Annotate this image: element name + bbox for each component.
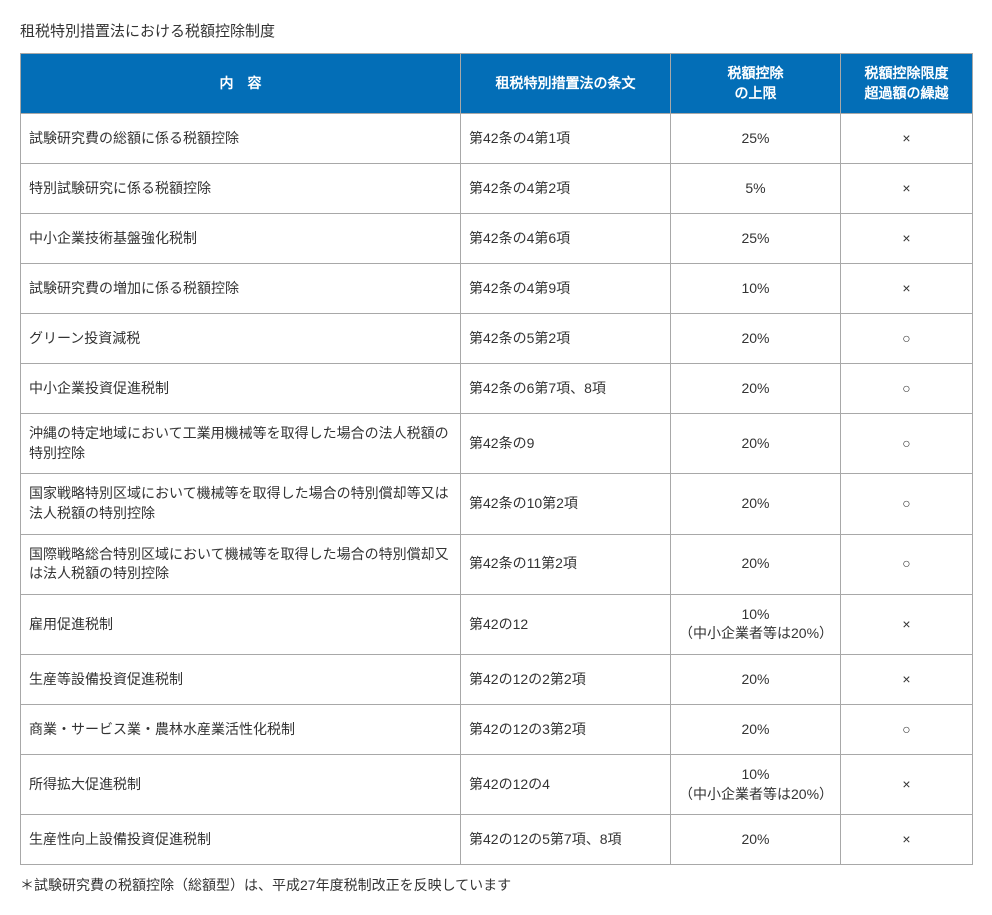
cell-content: 沖縄の特定地域において工業用機械等を取得した場合の法人税額の特別控除 [21, 414, 461, 474]
cell-content: 中小企業投資促進税制 [21, 364, 461, 414]
cell-limit: 5% [671, 164, 841, 214]
table-row: 国家戦略特別区域において機械等を取得した場合の特別償却等又は法人税額の特別控除第… [21, 474, 973, 534]
table-row: 商業・サービス業・農林水産業活性化税制第42の12の3第2項20%○ [21, 704, 973, 754]
table-row: 沖縄の特定地域において工業用機械等を取得した場合の法人税額の特別控除第42条の9… [21, 414, 973, 474]
cell-content: 雇用促進税制 [21, 594, 461, 654]
cell-carryover: ○ [841, 414, 973, 474]
cell-carryover: ○ [841, 314, 973, 364]
cell-limit: 10%（中小企業者等は20%） [671, 754, 841, 814]
cell-content: グリーン投資減税 [21, 314, 461, 364]
cell-article: 第42の12の3第2項 [461, 704, 671, 754]
table-row: 国際戦略総合特別区域において機械等を取得した場合の特別償却又は法人税額の特別控除… [21, 534, 973, 594]
table-row: 雇用促進税制第42の1210%（中小企業者等は20%）× [21, 594, 973, 654]
cell-carryover: × [841, 754, 973, 814]
table-row: 特別試験研究に係る税額控除第42条の4第2項5%× [21, 164, 973, 214]
cell-content: 特別試験研究に係る税額控除 [21, 164, 461, 214]
cell-limit: 20% [671, 815, 841, 865]
cell-carryover: × [841, 594, 973, 654]
col-header-limit: 税額控除の上限 [671, 54, 841, 114]
cell-content: 中小企業技術基盤強化税制 [21, 214, 461, 264]
table-row: 試験研究費の総額に係る税額控除第42条の4第1項25%× [21, 114, 973, 164]
cell-article: 第42条の4第9項 [461, 264, 671, 314]
cell-carryover: × [841, 114, 973, 164]
cell-limit: 20% [671, 474, 841, 534]
col-header-content: 内 容 [21, 54, 461, 114]
cell-carryover: ○ [841, 704, 973, 754]
cell-limit: 25% [671, 214, 841, 264]
cell-limit: 20% [671, 364, 841, 414]
cell-carryover: × [841, 264, 973, 314]
cell-article: 第42条の11第2項 [461, 534, 671, 594]
cell-limit: 10%（中小企業者等は20%） [671, 594, 841, 654]
page-title: 租税特別措置法における税額控除制度 [20, 20, 972, 41]
cell-article: 第42条の4第2項 [461, 164, 671, 214]
cell-carryover: × [841, 214, 973, 264]
cell-limit: 20% [671, 414, 841, 474]
table-row: グリーン投資減税第42条の5第2項20%○ [21, 314, 973, 364]
cell-content: 試験研究費の増加に係る税額控除 [21, 264, 461, 314]
cell-carryover: × [841, 654, 973, 704]
table-row: 試験研究費の増加に係る税額控除第42条の4第9項10%× [21, 264, 973, 314]
cell-carryover: ○ [841, 534, 973, 594]
cell-limit: 25% [671, 114, 841, 164]
cell-content: 試験研究費の総額に係る税額控除 [21, 114, 461, 164]
cell-limit: 10% [671, 264, 841, 314]
table-header-row: 内 容 租税特別措置法の条文 税額控除の上限 税額控除限度超過額の繰越 [21, 54, 973, 114]
cell-limit: 20% [671, 314, 841, 364]
cell-article: 第42の12の4 [461, 754, 671, 814]
cell-article: 第42の12の2第2項 [461, 654, 671, 704]
cell-article: 第42条の9 [461, 414, 671, 474]
cell-carryover: × [841, 164, 973, 214]
cell-limit: 20% [671, 704, 841, 754]
cell-article: 第42条の6第7項、8項 [461, 364, 671, 414]
col-header-article: 租税特別措置法の条文 [461, 54, 671, 114]
table-row: 生産等設備投資促進税制第42の12の2第2項20%× [21, 654, 973, 704]
cell-carryover: ○ [841, 364, 973, 414]
cell-article: 第42の12の5第7項、8項 [461, 815, 671, 865]
table-row: 所得拡大促進税制第42の12の410%（中小企業者等は20%）× [21, 754, 973, 814]
cell-content: 商業・サービス業・農林水産業活性化税制 [21, 704, 461, 754]
cell-article: 第42の12 [461, 594, 671, 654]
table-row: 生産性向上設備投資促進税制第42の12の5第7項、8項20%× [21, 815, 973, 865]
cell-limit: 20% [671, 534, 841, 594]
cell-content: 生産等設備投資促進税制 [21, 654, 461, 704]
cell-content: 生産性向上設備投資促進税制 [21, 815, 461, 865]
cell-content: 国家戦略特別区域において機械等を取得した場合の特別償却等又は法人税額の特別控除 [21, 474, 461, 534]
cell-article: 第42条の5第2項 [461, 314, 671, 364]
cell-limit: 20% [671, 654, 841, 704]
cell-article: 第42条の4第6項 [461, 214, 671, 264]
cell-carryover: × [841, 815, 973, 865]
tax-credit-table: 内 容 租税特別措置法の条文 税額控除の上限 税額控除限度超過額の繰越 試験研究… [20, 53, 973, 865]
cell-content: 所得拡大促進税制 [21, 754, 461, 814]
cell-article: 第42条の4第1項 [461, 114, 671, 164]
table-row: 中小企業技術基盤強化税制第42条の4第6項25%× [21, 214, 973, 264]
cell-carryover: ○ [841, 474, 973, 534]
footnote: ＊試験研究費の税額控除（総額型）は、平成27年度税制改正を反映しています [20, 875, 972, 895]
cell-content: 国際戦略総合特別区域において機械等を取得した場合の特別償却又は法人税額の特別控除 [21, 534, 461, 594]
col-header-carryover: 税額控除限度超過額の繰越 [841, 54, 973, 114]
cell-article: 第42条の10第2項 [461, 474, 671, 534]
table-row: 中小企業投資促進税制第42条の6第7項、8項20%○ [21, 364, 973, 414]
